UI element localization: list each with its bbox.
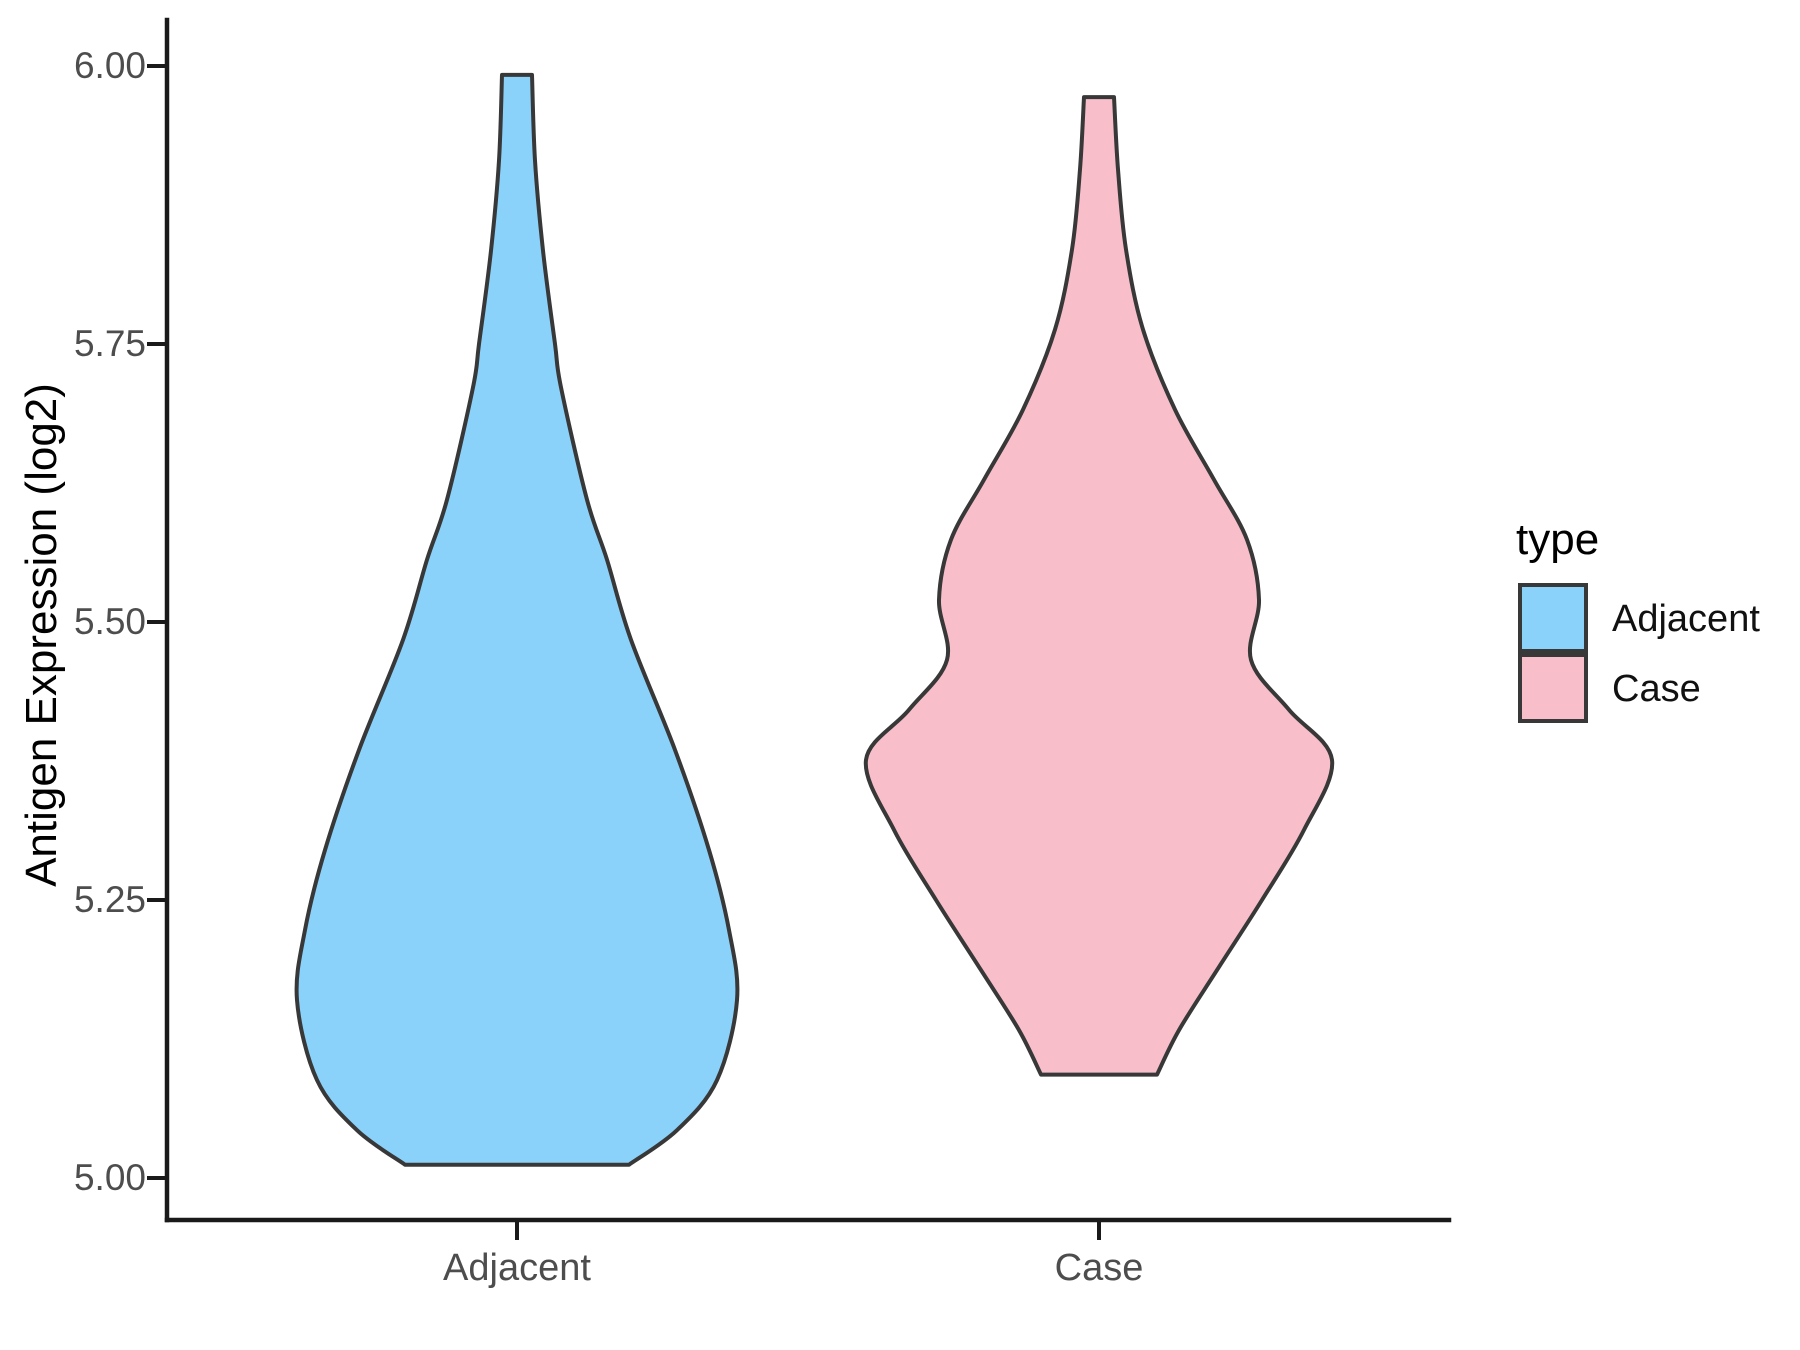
y-tick-label-6.00: 6.00 xyxy=(73,45,146,86)
violin-case xyxy=(863,95,1335,1077)
y-tick-label-5.25: 5.25 xyxy=(73,879,146,920)
y-tick-label-5.00: 5.00 xyxy=(73,1157,146,1198)
x-tick-label-case: Case xyxy=(1054,1247,1144,1289)
legend-key-case xyxy=(1518,653,1588,723)
legend-title: type xyxy=(1516,515,1600,564)
y-tick-label-5.75: 5.75 xyxy=(73,323,146,364)
legend-label-case: Case xyxy=(1612,668,1701,710)
legend-label-adjacent: Adjacent xyxy=(1612,598,1760,640)
y-tick-label-5.50: 5.50 xyxy=(73,601,146,642)
violin-adjacent xyxy=(294,72,740,1167)
legend-key-adjacent xyxy=(1518,583,1588,653)
x-tick-label-adjacent: Adjacent xyxy=(443,1247,591,1289)
